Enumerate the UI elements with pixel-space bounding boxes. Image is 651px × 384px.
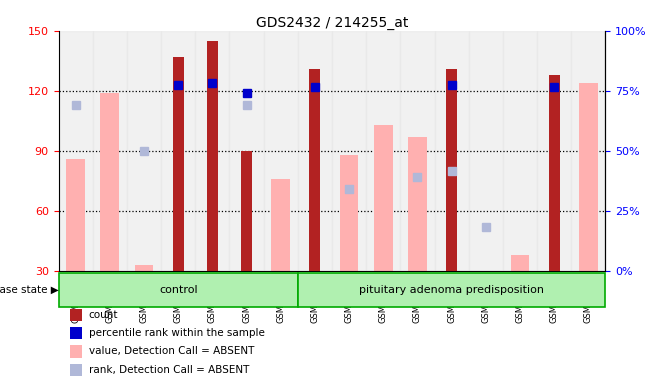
Text: percentile rank within the sample: percentile rank within the sample [89,328,264,338]
Bar [100,93,119,271]
Text: pituitary adenoma predisposition: pituitary adenoma predisposition [359,285,544,295]
Bar [195,31,230,271]
Bar [127,31,161,271]
Bar [271,179,290,271]
Bar [70,364,81,376]
Bar [230,31,264,271]
Bar [173,57,184,271]
Bar [446,69,457,271]
Bar [572,31,605,271]
Bar [70,327,81,339]
Bar [579,83,598,271]
Text: count: count [89,310,118,320]
Bar [477,271,495,301]
Bar [70,309,81,321]
Bar [207,41,218,271]
Bar [408,137,427,271]
Bar [332,31,366,271]
Bar [503,31,537,271]
Bar [374,125,393,271]
Bar [469,31,503,271]
Bar [92,31,127,271]
Bar [161,31,195,271]
Title: GDS2432 / 214255_at: GDS2432 / 214255_at [256,16,408,30]
Bar [510,255,529,271]
Bar [537,31,572,271]
Bar [309,69,320,271]
Bar [298,273,605,307]
Text: control: control [159,285,197,295]
Bar [549,75,560,271]
Bar [135,265,154,271]
Bar [435,31,469,271]
Bar [241,151,252,271]
Bar [66,159,85,271]
Bar [59,273,298,307]
Bar [59,31,92,271]
Text: disease state ▶: disease state ▶ [0,285,59,295]
Text: rank, Detection Call = ABSENT: rank, Detection Call = ABSENT [89,364,249,375]
Bar [340,155,359,271]
Bar [264,31,298,271]
Bar [298,31,332,271]
Bar [70,345,81,358]
Text: value, Detection Call = ABSENT: value, Detection Call = ABSENT [89,346,254,356]
Bar [400,31,435,271]
Bar [366,31,400,271]
